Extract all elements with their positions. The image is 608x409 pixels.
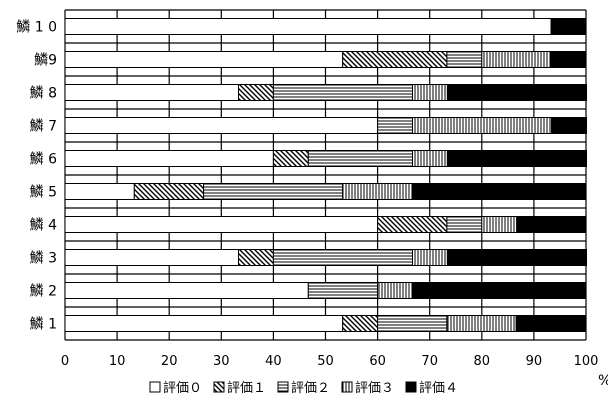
x-axis-ticks: 0 10 20 30 40 50 60 70 80 90 100 [61,354,599,369]
bar-segment-鱗7-series-2 [377,117,414,134]
legend-label: 評価３ [355,381,394,396]
bar-segment-鱗1-series-0 [64,315,344,332]
bar-segment-鱗9-series-1 [342,51,448,68]
category-label: 鱗 7 [30,119,57,135]
bar-segment-鱗8-series-1 [237,84,274,101]
bar-segment-鱗9-series-2 [446,51,483,68]
bar-segment-鱗5-series-4 [411,183,586,200]
x-tick-label: 0 [61,354,69,369]
bar-segment-鱗1-series-4 [515,315,586,332]
bar-segment-鱗1-series-1 [342,315,379,332]
bar-segment-鱗2-series-0 [64,282,309,299]
bar-segment-鱗4-series-4 [516,216,587,233]
bar-segment-鱗10-series-0 [64,18,552,35]
bar-segment-鱗4-series-2 [446,216,483,233]
bar-segment-鱗5-series-1 [133,183,205,200]
legend-label: 評価０ [163,381,202,396]
bar-segment-鱗3-series-2 [272,249,414,266]
bar-segment-鱗6-series-3 [412,150,448,167]
category-label: 鱗 6 [30,152,57,168]
x-tick-label: 30 [213,354,230,369]
category-label: 鱗 1 0 [16,20,57,36]
bar-segment-鱗4-series-1 [377,216,448,233]
legend: 評価０ 評価１ 評価２ 評価３ 評価４ [149,381,458,396]
x-tick-label: 100 [574,354,599,369]
legend-label: 評価１ [227,381,266,396]
legend-swatch [341,381,353,393]
bar-segment-鱗7-series-0 [64,117,379,134]
bar-segment-鱗2-series-3 [377,282,414,299]
legend-swatch [277,381,289,393]
bar-segment-鱗6-series-4 [446,150,588,167]
bar-segment-鱗3-series-4 [446,249,588,266]
x-tick-label: 40 [265,354,282,369]
legend-swatch [213,381,225,393]
category-label: 鱗 5 [30,185,57,201]
bar-segment-鱗8-series-2 [272,84,414,101]
x-unit-label: % [598,373,608,389]
bar-segment-鱗7-series-4 [551,117,588,134]
category-label: 鱗9 [34,53,57,69]
x-tick-label: 20 [161,354,178,369]
bar-segment-鱗6-series-1 [272,150,309,167]
legend-swatch [405,381,417,393]
bar-segment-鱗9-series-0 [64,51,344,68]
bar-segment-鱗6-series-0 [64,150,274,167]
bar-segment-鱗10-series-4 [550,18,587,35]
bar-segment-鱗5-series-3 [342,183,413,200]
legend-label: 評価２ [291,381,330,396]
bar-segment-鱗5-series-0 [64,183,135,200]
bar-segment-鱗7-series-3 [412,117,553,134]
x-tick-label: 80 [474,354,491,369]
bar-segment-鱗4-series-3 [481,216,518,233]
bar-segment-鱗4-series-0 [64,216,379,233]
bar-segment-鱗6-series-2 [307,150,414,167]
bars [64,18,588,332]
legend-label: 評価４ [419,381,458,396]
bar-segment-鱗3-series-3 [412,249,448,266]
bar-segment-鱗2-series-4 [412,282,587,299]
bar-segment-鱗1-series-2 [377,315,448,332]
bar-segment-鱗8-series-3 [412,84,448,101]
category-label: 鱗 4 [30,218,57,234]
category-label: 鱗 2 [30,284,57,300]
category-label: 鱗 3 [30,251,57,267]
bar-segment-鱗8-series-0 [64,84,239,101]
bar-segment-鱗2-series-2 [307,282,379,299]
bar-segment-鱗8-series-4 [446,84,588,101]
x-tick-label: 10 [109,354,126,369]
category-label: 鱗 8 [30,86,57,102]
bar-segment-鱗9-series-4 [550,51,587,68]
bar-segment-鱗3-series-0 [64,249,239,266]
x-tick-label: 70 [421,354,438,369]
category-labels: 鱗 1 鱗 2 鱗 3 鱗 4 鱗 5 鱗 6 鱗 7 鱗 8 鱗9 鱗 1 0 [16,20,57,333]
bar-segment-鱗5-series-2 [203,183,344,200]
bar-segment-鱗9-series-3 [481,51,552,68]
bar-segment-鱗3-series-1 [237,249,274,266]
category-label: 鱗 1 [30,317,57,333]
legend-swatch [149,381,161,393]
bar-segment-鱗1-series-3 [446,315,517,332]
x-tick-label: 60 [369,354,386,369]
x-tick-label: 90 [526,354,543,369]
x-tick-label: 50 [317,354,334,369]
